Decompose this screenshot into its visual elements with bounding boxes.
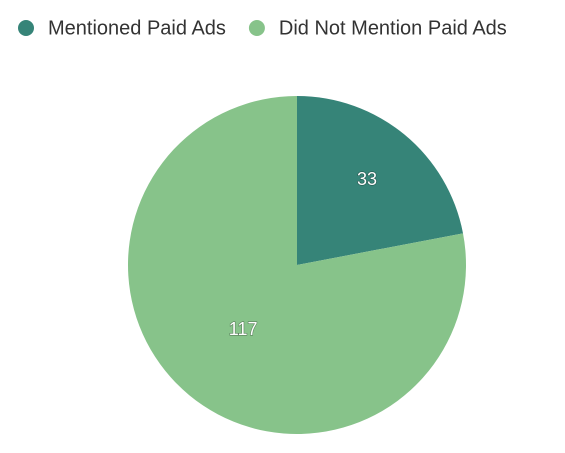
legend-label: Did Not Mention Paid Ads (279, 17, 507, 39)
pie-slice (127, 96, 466, 434)
pie-slice (297, 96, 464, 265)
legend-label: Mentioned Paid Ads (48, 17, 226, 39)
value-label: 117 (229, 319, 258, 339)
legend-marker (18, 20, 34, 36)
value-label: 33 (357, 169, 377, 189)
legend-marker (248, 20, 265, 36)
